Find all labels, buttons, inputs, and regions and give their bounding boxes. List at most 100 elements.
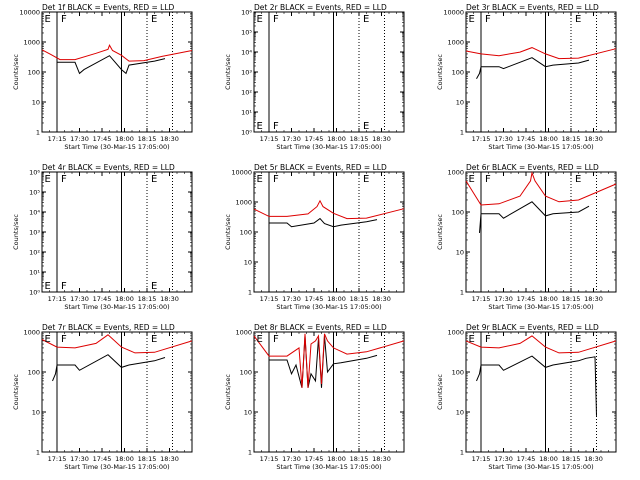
panel-title: Det 1f BLACK = Events, RED = LLD [42, 3, 175, 12]
y-tick-label: 10¹ [241, 109, 252, 117]
marker-label-bottom: E [257, 121, 263, 132]
chart-panel-8: Det 8r BLACK = Events, RED = LLD 1 10 100 10… [224, 323, 405, 471]
x-tick-label: 17:15 [260, 295, 279, 303]
chart-panel-2: Det 2r BLACK = Events, RED = LLD 10⁰ 10¹ 10… [224, 3, 405, 151]
x-tick-label: 18:00 [539, 135, 558, 143]
x-tick-label: 18:30 [372, 295, 391, 303]
marker-label-top: E [363, 174, 369, 185]
x-tick-label: 18:30 [584, 135, 603, 143]
x-tick-label: 18:15 [138, 295, 157, 303]
y-tick-label: 10⁰ [241, 129, 252, 137]
y-tick-label: 10⁴ [29, 209, 40, 217]
events-series-line [52, 354, 166, 382]
lld-series-line [253, 333, 405, 388]
x-tick-label: 18:15 [138, 455, 157, 463]
x-tick-label: 17:15 [48, 295, 67, 303]
x-tick-label: 17:15 [260, 455, 279, 463]
y-axis-label: Counts/sec [436, 54, 444, 90]
x-tick-label: 17:45 [305, 455, 324, 463]
marker-label-top: E [45, 14, 51, 25]
lld-series-line [465, 47, 617, 60]
y-tick-label: 1000 [235, 329, 252, 337]
x-tick-label: 18:30 [584, 295, 603, 303]
marker-label-bottom: E [151, 281, 157, 292]
x-tick-label: 17:15 [472, 135, 491, 143]
y-tick-label: 10 [244, 259, 252, 267]
x-tick-label: 18:30 [160, 135, 179, 143]
marker-label-top: E [257, 174, 263, 185]
y-tick-label: 100 [452, 369, 464, 377]
x-tick-label: 17:45 [517, 455, 536, 463]
marker-label-top: F [273, 14, 279, 25]
marker-label-top: F [61, 334, 67, 345]
marker-label-top: F [485, 334, 491, 345]
events-series-line [476, 355, 597, 416]
y-tick-label: 10 [456, 409, 464, 417]
lld-series-line [253, 199, 405, 220]
plot-frame [465, 11, 617, 133]
x-tick-label: 17:30 [494, 295, 513, 303]
y-axis-label: Counts/sec [224, 54, 232, 90]
y-tick-label: 10000 [19, 9, 40, 17]
panel-title: Det 3r BLACK = Events, RED = LLD [466, 3, 599, 12]
y-tick-label: 100 [240, 369, 252, 377]
x-tick-label: 18:15 [562, 135, 581, 143]
y-axis-label: Counts/sec [12, 374, 20, 410]
y-tick-label: 10⁶ [29, 169, 40, 177]
y-tick-label: 10 [456, 99, 464, 107]
x-tick-label: 18:15 [562, 295, 581, 303]
x-tick-label: 18:15 [138, 135, 157, 143]
chart-panel-7: Det 7r BLACK = Events, RED = LLD 1 10 100 10… [12, 323, 193, 471]
marker-label-top: E [469, 334, 475, 345]
x-tick-label: 18:00 [115, 455, 134, 463]
x-tick-label: 18:00 [539, 295, 558, 303]
y-tick-label: 1000 [23, 329, 40, 337]
x-tick-label: 17:30 [70, 455, 89, 463]
x-tick-label: 18:30 [372, 135, 391, 143]
x-tick-label: 18:15 [562, 455, 581, 463]
y-tick-label: 10² [29, 249, 40, 257]
y-axis-label: Counts/sec [436, 214, 444, 250]
marker-label-top: F [485, 14, 491, 25]
lld-series-line [465, 335, 617, 354]
marker-label-top: E [257, 334, 263, 345]
y-tick-label: 1 [248, 289, 252, 297]
x-axis-label: Start Time (30-Mar-15 17:05:00) [64, 463, 169, 471]
x-tick-label: 18:00 [115, 135, 134, 143]
x-axis-label: Start Time (30-Mar-15 17:05:00) [276, 463, 381, 471]
marker-label-bottom: E [45, 281, 51, 292]
x-tick-label: 17:15 [48, 455, 67, 463]
chart-panel-6: Det 6r BLACK = Events, RED = LLD 1 10 100 10… [436, 163, 617, 311]
y-tick-label: 10² [241, 89, 252, 97]
x-tick-label: 17:15 [472, 295, 491, 303]
marker-label-bottom: F [273, 121, 279, 132]
x-tick-label: 18:30 [372, 455, 391, 463]
marker-label-top: F [61, 174, 67, 185]
x-tick-label: 17:30 [494, 135, 513, 143]
x-tick-label: 17:30 [70, 295, 89, 303]
x-tick-label: 17:45 [93, 295, 112, 303]
y-tick-label: 10¹ [29, 269, 40, 277]
y-tick-label: 1000 [235, 199, 252, 207]
x-tick-label: 18:30 [584, 455, 603, 463]
y-tick-label: 10⁰ [29, 289, 40, 297]
y-axis-label: Counts/sec [12, 54, 20, 90]
marker-label-top: F [61, 14, 67, 25]
x-axis-label: Start Time (30-Mar-15 17:05:00) [276, 303, 381, 311]
x-tick-label: 17:30 [282, 135, 301, 143]
plot-frame [253, 331, 405, 453]
y-tick-label: 100 [452, 69, 464, 77]
marker-label-bottom: E [363, 121, 369, 132]
x-axis-label: Start Time (30-Mar-15 17:05:00) [276, 143, 381, 151]
y-tick-label: 1 [460, 449, 464, 457]
x-tick-label: 18:00 [539, 455, 558, 463]
y-tick-label: 10⁵ [29, 189, 40, 197]
marker-label-top: E [363, 14, 369, 25]
marker-label-bottom: F [61, 281, 67, 292]
x-tick-label: 17:30 [70, 135, 89, 143]
panel-title: Det 2r BLACK = Events, RED = LLD [254, 3, 387, 12]
marker-label-top: E [469, 14, 475, 25]
y-tick-label: 10³ [241, 69, 252, 77]
plot-frame [465, 331, 617, 453]
